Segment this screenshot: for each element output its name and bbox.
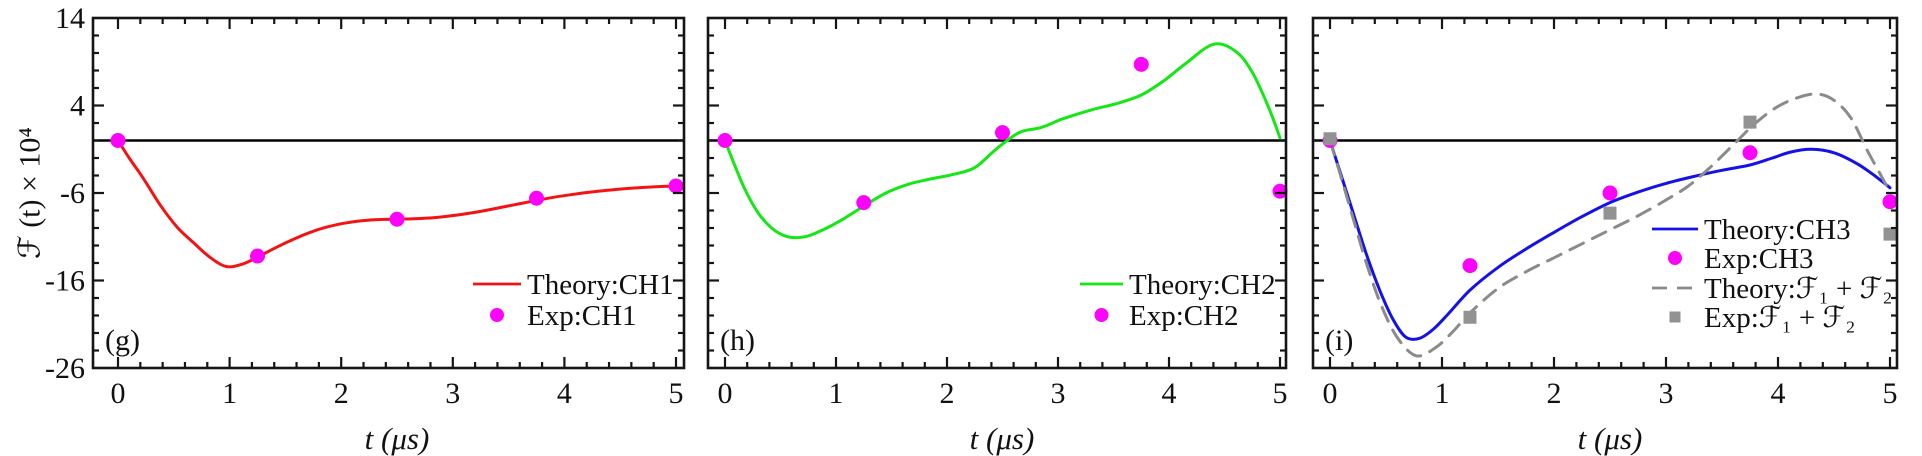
x-tick-label: 1: [1435, 377, 1450, 410]
x-tick-label: 2: [940, 377, 955, 410]
data-point: [1462, 258, 1478, 274]
legend-marker-sample: [490, 308, 504, 322]
x-tick-label: 1: [222, 377, 237, 410]
data-point: [1603, 206, 1617, 220]
x-tick-label: 0: [718, 377, 733, 410]
y-tick-label: -16: [45, 265, 85, 298]
legend-label: Exp:CH2: [1129, 300, 1239, 332]
data-point: [1743, 115, 1757, 129]
data-point: [1883, 227, 1897, 241]
panel-label-h: (h): [720, 324, 755, 357]
tick-marks: [93, 18, 684, 368]
data-point: [250, 248, 265, 264]
x-tick-label: 5: [669, 377, 684, 410]
panel-label-i: (i): [1325, 324, 1354, 357]
x-tick-labels: 0 1 2 3 4 5: [111, 377, 684, 410]
x-tick-labels: 0 1 2 3 4 5: [1323, 377, 1898, 410]
legend-label: Exp:CH3: [1704, 243, 1814, 275]
data-point: [856, 195, 872, 211]
theory-ch2-curve: [723, 42, 1282, 240]
data-point: [668, 178, 684, 194]
legend-marker-sample: [1094, 308, 1109, 322]
legend-label: Theory:CH3: [1704, 214, 1851, 246]
exp-ch1-points: [110, 133, 684, 264]
data-point: [995, 125, 1010, 141]
data-point: [1742, 145, 1758, 161]
data-point: [1272, 183, 1288, 199]
legend-label: Theory:CH1: [527, 269, 674, 301]
legend-marker-sample: [1668, 251, 1682, 265]
x-tick-label: 2: [334, 377, 349, 410]
data-point: [1133, 56, 1149, 72]
exp-ch2-points: [717, 56, 1288, 211]
x-tick-labels: 0 1 2 3 4 5: [718, 377, 1288, 410]
x-axis-label: t (μs): [1577, 421, 1643, 456]
y-tick-label: -6: [60, 177, 85, 210]
tick-marks: [1313, 18, 1897, 368]
data-point: [1602, 185, 1618, 201]
y-axis-label: ℱ (t) × 10⁴: [13, 127, 47, 259]
data-point: [717, 133, 733, 148]
y-tick-label: 14: [55, 2, 85, 35]
x-tick-label: 4: [1162, 377, 1177, 410]
x-tick-label: 0: [1323, 377, 1338, 410]
data-point: [1882, 194, 1898, 210]
panel-label-g: (g): [105, 324, 140, 357]
x-axis-label: t (μs): [364, 421, 430, 456]
x-tick-label: 3: [1051, 377, 1066, 410]
x-tick-label: 1: [829, 377, 844, 410]
data-point: [1463, 310, 1477, 324]
x-tick-label: 3: [445, 377, 460, 410]
theory-curve: [1328, 92, 1892, 358]
x-tick-label: 2: [1547, 377, 1562, 410]
exp-ch3-points: [1322, 133, 1898, 274]
x-tick-label: 3: [1659, 377, 1674, 410]
data-point: [110, 133, 126, 148]
y-tick-label: -26: [45, 352, 85, 385]
exp-points: [1323, 115, 1897, 324]
legend-label: Exp:ℱ₁ + ℱ₂: [1704, 302, 1855, 334]
theory-ch3-curve: [1328, 139, 1892, 341]
theory-ch1-curve: [116, 139, 678, 269]
legend-marker-sample: [1669, 311, 1681, 323]
x-tick-label: 0: [111, 377, 126, 410]
y-tick-label: 4: [70, 90, 85, 123]
x-tick-label: 5: [1273, 377, 1288, 410]
x-tick-label: 4: [1771, 377, 1786, 410]
data-point: [389, 211, 405, 227]
data-point: [1323, 132, 1337, 146]
legend-label: Exp:CH1: [527, 300, 637, 332]
x-tick-label: 4: [557, 377, 572, 410]
data-point: [529, 190, 544, 206]
tick-marks: [708, 18, 1286, 368]
legend-label: Theory:CH2: [1129, 269, 1276, 301]
legend-label: Theory:ℱ₁ + ℱ₂: [1704, 273, 1892, 305]
y-tick-labels: 14 4 -6 -16 -26: [45, 2, 85, 385]
x-tick-label: 5: [1883, 377, 1898, 410]
x-axis-label: t (μs): [969, 421, 1035, 456]
